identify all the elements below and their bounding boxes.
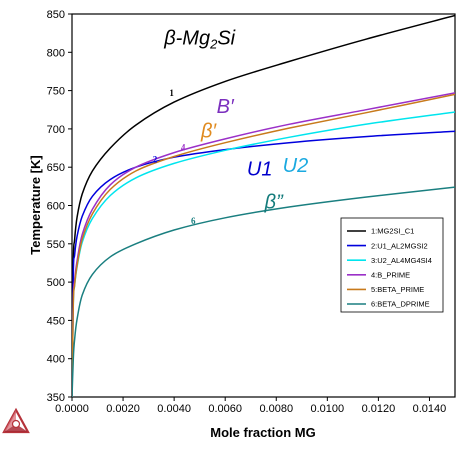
series-line-5 (72, 93, 455, 397)
legend-entry-label: 6:BETA_DPRIME (371, 300, 430, 309)
x-axis-title: Mole fraction MG (210, 425, 315, 440)
software-logo (2, 407, 30, 434)
plot-area (71, 13, 456, 398)
legend-entry-label: 2:U1_AL2MGSI2 (371, 241, 428, 250)
curve-number-label: 2 (153, 155, 158, 165)
series-line-6 (72, 186, 455, 397)
legend-entry-label: 1:MG2SI_C1 (371, 227, 414, 236)
legend-box (340, 217, 444, 313)
y-tick-label: 750 (47, 86, 65, 98)
legend-entry-label: 4:B_PRIME (371, 271, 410, 280)
y-tick-label: 400 (47, 354, 65, 366)
y-axis-title: Temperature [K] (28, 155, 43, 254)
x-tick-label: 0.0020 (106, 403, 140, 415)
x-tick-label: 0.0120 (362, 403, 396, 415)
series-line-1 (72, 14, 455, 397)
y-tick-label: 800 (47, 47, 65, 59)
y-tick-label: 550 (47, 239, 65, 251)
y-tick-label: 650 (47, 162, 65, 174)
x-tick-label: 0.0100 (311, 403, 345, 415)
x-tick-label: 0.0040 (157, 403, 191, 415)
phase-label: β” (264, 192, 284, 214)
x-tick-label: 0.0000 (55, 403, 89, 415)
series-line-2 (72, 130, 455, 397)
phase-label: B′ (217, 96, 235, 118)
curve-number-label: 6 (191, 216, 196, 226)
x-tick-label: 0.0140 (413, 403, 447, 415)
y-tick-label: 850 (47, 9, 65, 21)
phase-label: U1 (247, 159, 273, 181)
y-tick-label: 350 (47, 392, 65, 404)
x-tick-label: 0.0080 (259, 403, 293, 415)
curve-number-label: 1 (169, 88, 174, 98)
x-tick-label: 0.0060 (208, 403, 242, 415)
phase-label: β′ (200, 120, 217, 142)
mg2si-phase-label: β-Mg2Si (163, 28, 235, 52)
legend-entry-label: 3:U2_AL4MG4SI4 (371, 256, 432, 265)
y-tick-label: 700 (47, 124, 65, 136)
legend: 1:MG2SI_C1 2:U1_AL2MGSI2 3:U2_AL4MG4SI4 4:B… (340, 217, 444, 313)
y-tick-label: 450 (47, 315, 65, 327)
y-tick-label: 500 (47, 277, 65, 289)
legend-entry-label: 5:BETA_PRIME (371, 285, 424, 294)
curve-number-label: 4 (181, 142, 186, 152)
phase-label: U2 (283, 155, 309, 177)
y-tick-label: 600 (47, 201, 65, 213)
